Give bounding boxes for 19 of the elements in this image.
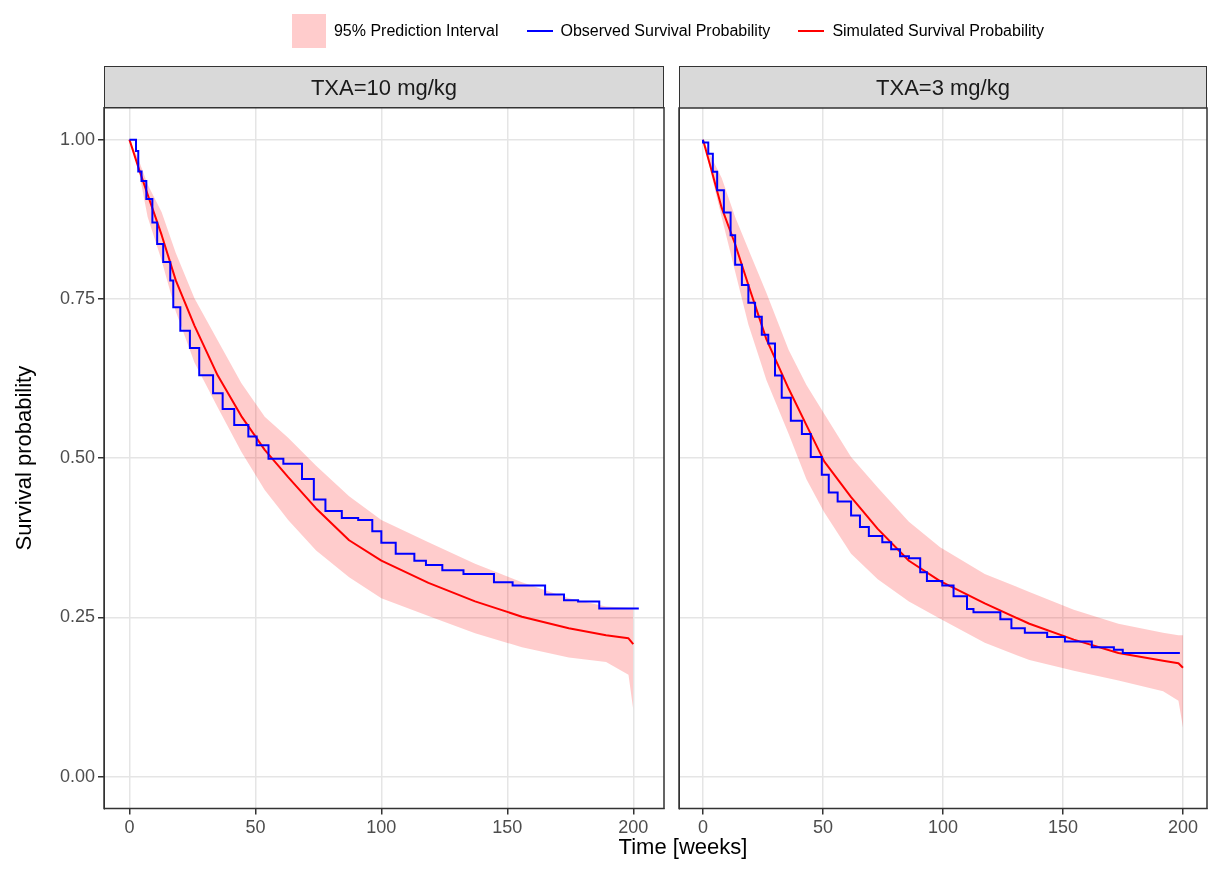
x-tick-label: 0 xyxy=(124,817,135,838)
x-tick-label: 150 xyxy=(492,817,523,838)
y-tick-label: 0.75 xyxy=(59,287,95,308)
x-tick-label: 100 xyxy=(927,817,959,838)
legend-label: Observed Survival Probability xyxy=(560,22,771,40)
y-tick-label: 1.00 xyxy=(59,128,95,149)
x-tick-label: 50 xyxy=(812,817,834,838)
y-tick-label: 0.25 xyxy=(59,606,95,627)
chart-title: TXA=10 mg/kg xyxy=(104,66,664,108)
legend-label: Simulated Survival Probability xyxy=(832,22,1045,40)
x-tick-label: 200 xyxy=(1167,817,1199,838)
y-axis-title: Survival probability xyxy=(11,365,37,551)
x-tick-label: 150 xyxy=(1047,817,1079,838)
y-tick-label: 0.00 xyxy=(59,765,95,786)
x-tick-label: 100 xyxy=(366,817,397,838)
y-tick-label: 0.50 xyxy=(59,447,95,468)
chart-title: TXA=3 mg/kg xyxy=(679,66,1207,108)
x-tick-label: 50 xyxy=(245,817,266,838)
text: 95% Prediction Interval xyxy=(333,22,499,40)
